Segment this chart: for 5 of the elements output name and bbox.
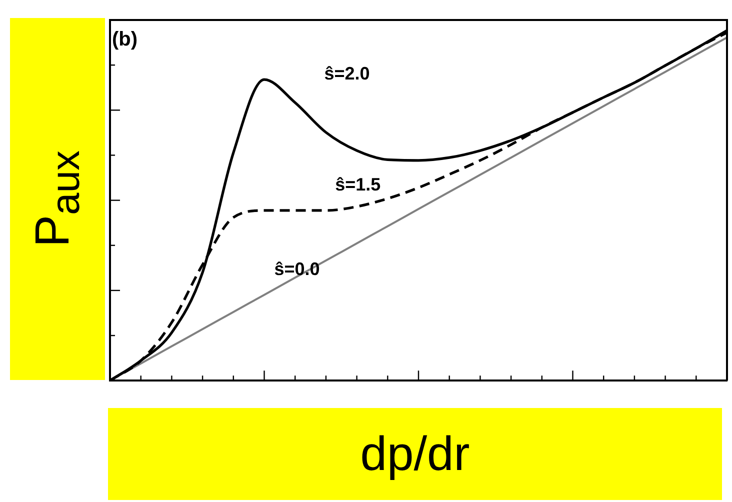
series-label: ŝ=2.0 (324, 63, 370, 84)
series-label: ŝ=0.0 (274, 258, 320, 279)
x-axis-title: dp/dr (360, 426, 470, 482)
annotation: (b) (112, 28, 138, 51)
series-label: ŝ=1.5 (335, 174, 381, 194)
